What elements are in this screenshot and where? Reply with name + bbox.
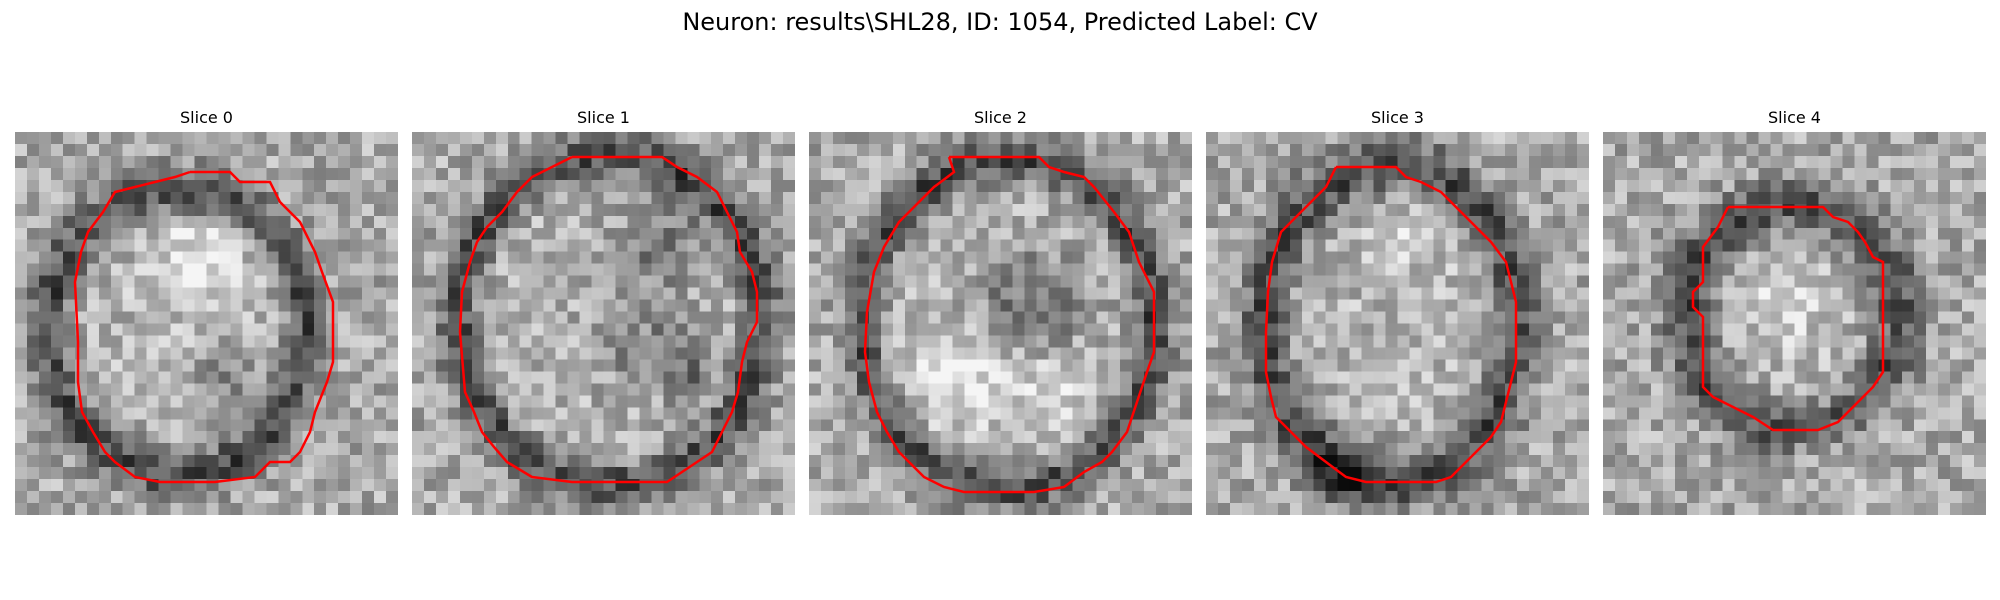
em-slice-image-2 — [809, 132, 1192, 515]
slice-panel-1: Slice 1 — [412, 106, 795, 515]
contour-line-0 — [73, 170, 335, 484]
em-slice-image-1 — [412, 132, 795, 515]
em-slice-image-3 — [1206, 132, 1589, 515]
contour-line-4 — [1691, 205, 1885, 432]
slice-panel-0: Slice 0 — [15, 106, 398, 515]
slice-panel-4: Slice 4 — [1603, 106, 1986, 515]
contour-overlay-1 — [458, 155, 759, 484]
slice-image-4 — [1603, 132, 1986, 515]
contour-overlay-3 — [1264, 165, 1518, 484]
slice-image-1 — [412, 132, 795, 515]
contour-overlay-4 — [1691, 205, 1885, 432]
slice-panel-3: Slice 3 — [1206, 106, 1589, 515]
slice-image-2 — [809, 132, 1192, 515]
slice-image-0 — [15, 132, 398, 515]
slice-panel-2: Slice 2 — [809, 106, 1192, 515]
slice-image-3 — [1206, 132, 1589, 515]
figure-title: Neuron: results\SHL28, ID: 1054, Predict… — [682, 8, 1318, 36]
slice-title-1: Slice 1 — [577, 108, 630, 127]
slice-title-2: Slice 2 — [974, 108, 1027, 127]
em-slice-image-4 — [1603, 132, 1986, 515]
contour-line-2 — [863, 155, 1156, 494]
contour-overlay-0 — [73, 170, 335, 484]
slice-title-3: Slice 3 — [1371, 108, 1424, 127]
contour-overlay-2 — [863, 155, 1156, 494]
contour-line-1 — [458, 155, 759, 484]
contour-line-3 — [1264, 165, 1518, 484]
slice-title-0: Slice 0 — [180, 108, 233, 127]
slice-title-4: Slice 4 — [1768, 108, 1821, 127]
